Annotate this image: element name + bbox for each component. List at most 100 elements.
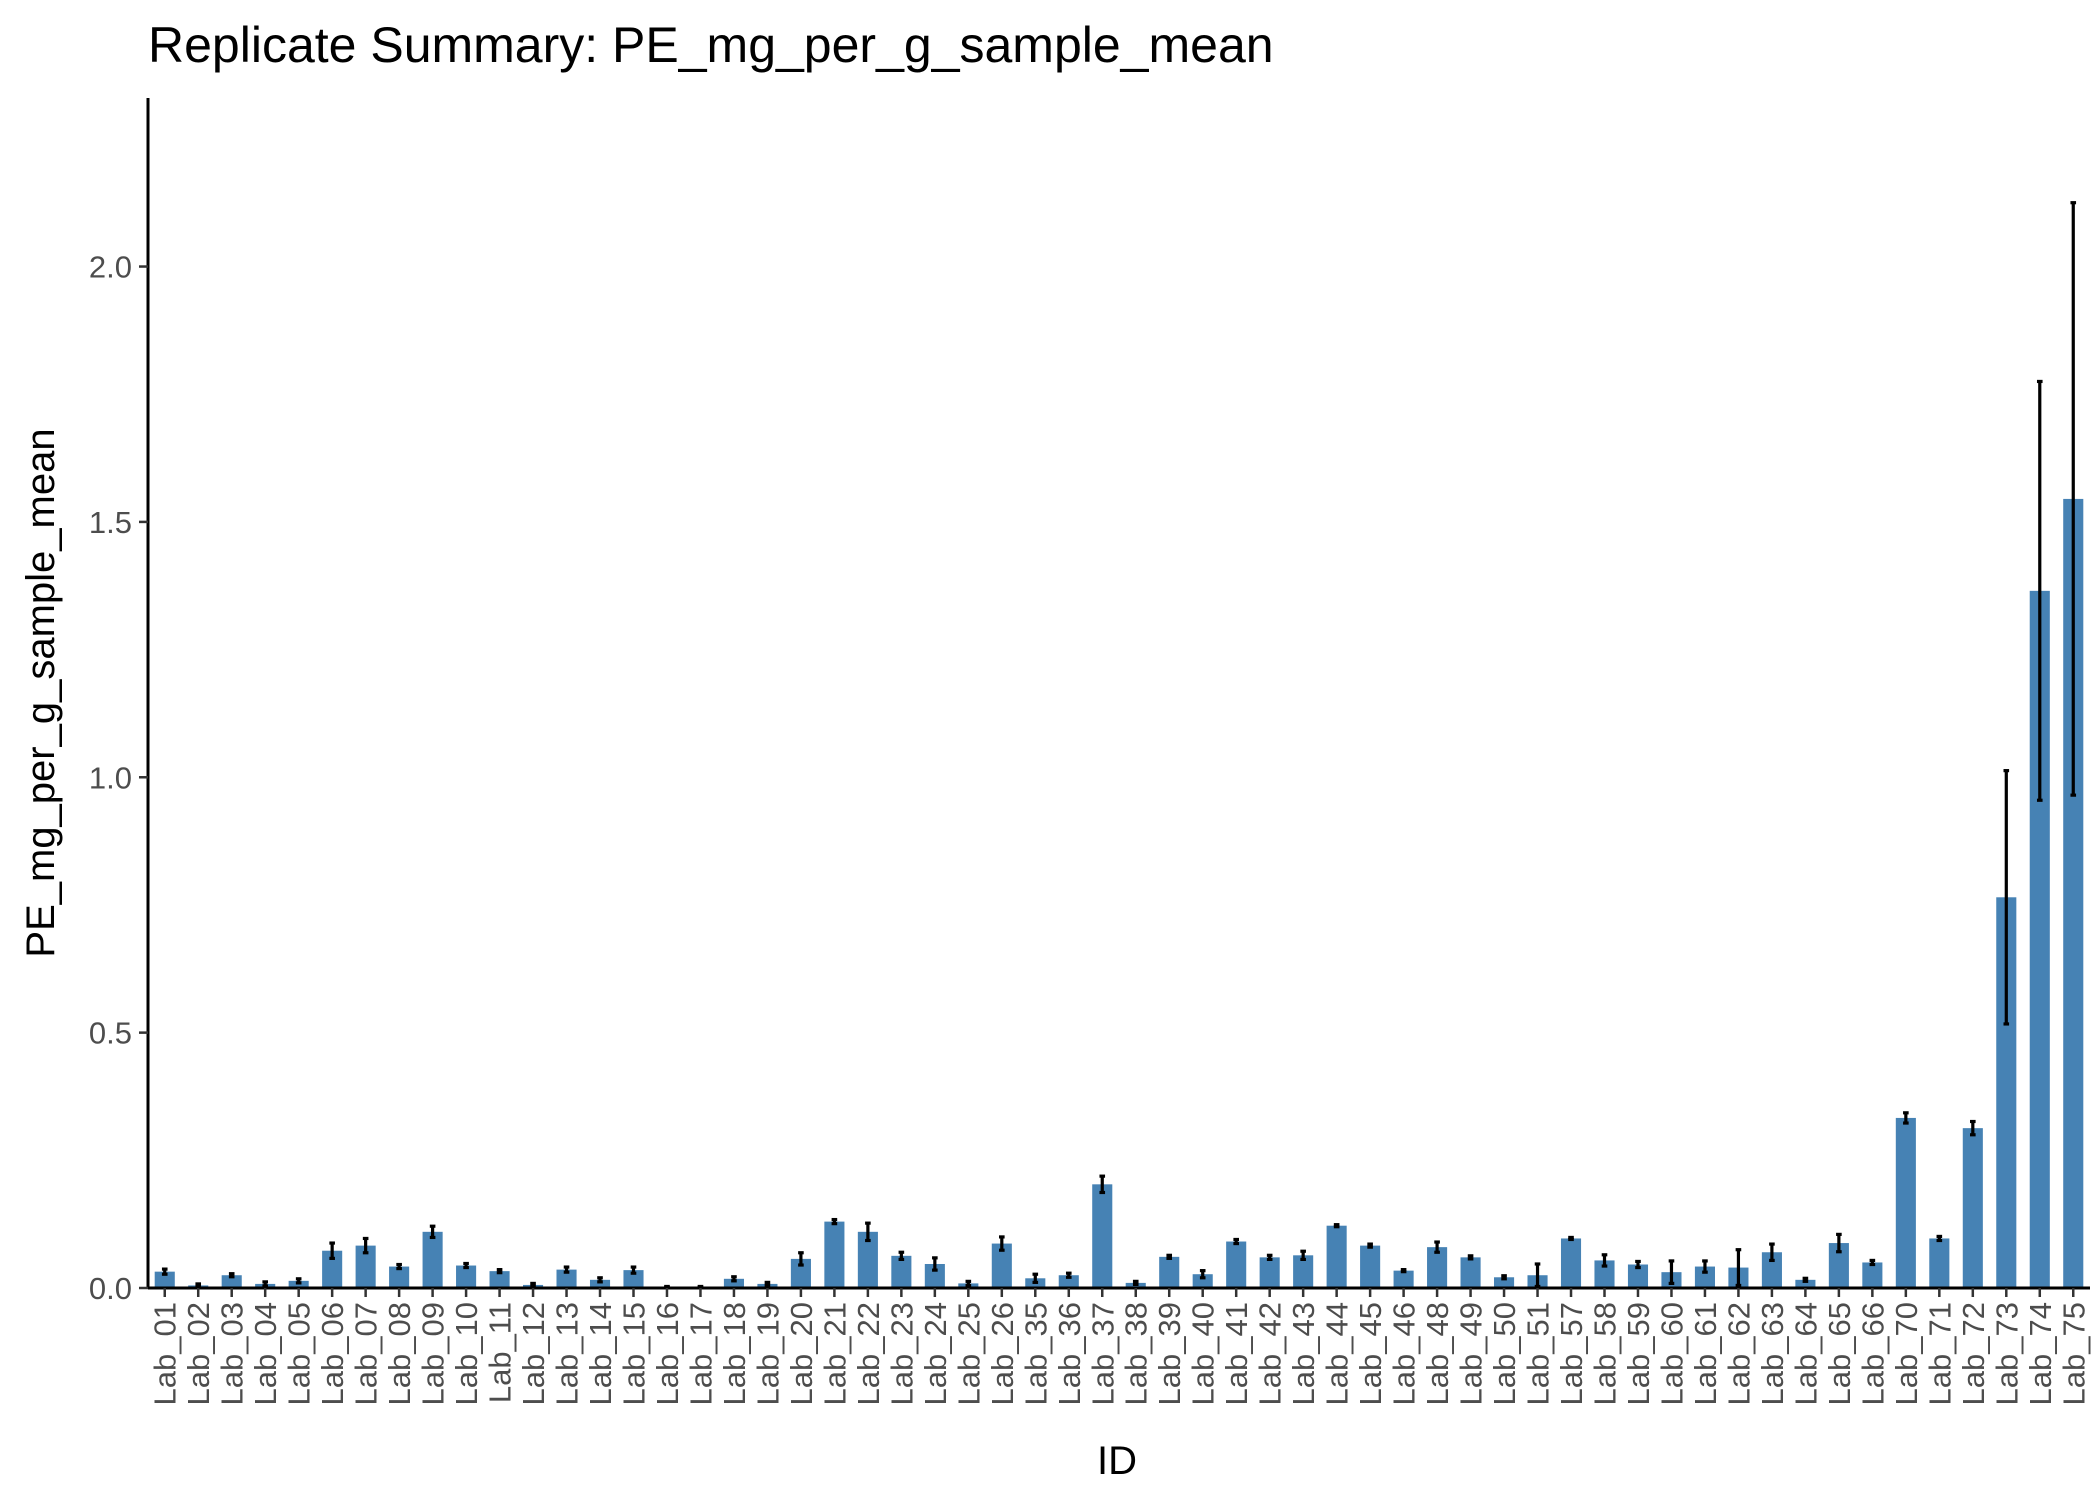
- error-bar: [262, 1280, 268, 1288]
- bar-lab-20: [790, 1258, 811, 1288]
- bar-lab-74: [2029, 590, 2050, 1288]
- x-tick-label: Lab_73: [1989, 1302, 2024, 1405]
- x-tick-label: Lab_62: [1721, 1302, 1756, 1405]
- x-tick-label: Lab_15: [617, 1302, 652, 1405]
- x-tick-label: Lab_71: [1922, 1302, 1957, 1405]
- bar-lab-09: [422, 1231, 443, 1288]
- x-tick-label: Lab_65: [1822, 1302, 1857, 1405]
- bar-lab-24: [924, 1263, 945, 1288]
- error-bar: [1434, 1240, 1440, 1254]
- x-tick-label: Lab_06: [315, 1302, 350, 1405]
- error-bar: [764, 1280, 771, 1288]
- error-bar: [965, 1279, 972, 1288]
- y-tick-label: 2.0: [89, 250, 132, 285]
- error-bar: [1635, 1259, 1641, 1270]
- bar-lab-63: [1761, 1252, 1782, 1288]
- x-tick-label: Lab_23: [884, 1302, 919, 1405]
- bar-lab-46: [1393, 1270, 1414, 1288]
- error-bar: [1032, 1272, 1039, 1284]
- x-tick-label: Lab_14: [583, 1302, 618, 1405]
- error-bar: [898, 1250, 905, 1261]
- bar-lab-39: [1159, 1256, 1180, 1288]
- x-tick-label: Lab_37: [1085, 1302, 1120, 1405]
- x-tick-label: Lab_70: [1889, 1302, 1924, 1405]
- error-bar: [1300, 1249, 1306, 1261]
- error-bar: [1735, 1248, 1742, 1288]
- bar-lab-23: [891, 1255, 912, 1288]
- x-tick-label: Lab_43: [1286, 1302, 1321, 1405]
- x-tick-label: Lab_51: [1521, 1302, 1556, 1405]
- bar-lab-22: [857, 1231, 878, 1288]
- error-bar: [1132, 1279, 1139, 1287]
- x-tick-label: Lab_48: [1420, 1302, 1455, 1405]
- bar-lab-08: [389, 1266, 410, 1288]
- error-bar: [2003, 769, 2010, 1026]
- x-tick-label: Lab_38: [1119, 1302, 1154, 1405]
- error-bar: [1467, 1254, 1474, 1261]
- error-bar: [865, 1221, 871, 1243]
- bar-lab-50: [1494, 1277, 1515, 1288]
- error-bar: [496, 1268, 503, 1275]
- x-tick-label: Lab_05: [282, 1302, 317, 1405]
- error-bar: [999, 1235, 1005, 1252]
- x-tick-label: Lab_26: [985, 1302, 1020, 1405]
- y-axis-ticks: 0.0 0.5 1.0 1.5 2.0: [89, 250, 148, 1306]
- x-tick-label: Lab_02: [181, 1302, 216, 1405]
- x-tick-label: Lab_49: [1454, 1302, 1489, 1405]
- error-bar: [1367, 1242, 1373, 1249]
- bar-lab-36: [1058, 1275, 1079, 1288]
- x-tick-label: Lab_03: [215, 1302, 250, 1405]
- x-tick-label: Lab_75: [2056, 1302, 2091, 1405]
- bar-lab-15: [623, 1270, 644, 1288]
- x-tick-label: Lab_61: [1688, 1302, 1723, 1405]
- error-bar: [1233, 1237, 1239, 1246]
- bar-lab-75: [2063, 498, 2084, 1289]
- error-bar: [530, 1281, 536, 1289]
- error-bar: [1769, 1242, 1775, 1263]
- bar-lab-18: [723, 1278, 744, 1288]
- error-bar: [1065, 1271, 1072, 1279]
- error-bar: [630, 1265, 637, 1275]
- bar-lab-10: [456, 1265, 477, 1288]
- y-tick-label: 1.0: [89, 760, 132, 795]
- error-bar: [731, 1275, 737, 1283]
- x-tick-label: Lab_45: [1353, 1302, 1388, 1405]
- error-bar: [1099, 1174, 1106, 1195]
- y-axis-title: PE_mg_per_g_sample_mean: [19, 428, 63, 957]
- error-bar: [1199, 1269, 1206, 1280]
- error-bar: [1836, 1232, 1842, 1254]
- x-tick-label: Lab_36: [1052, 1302, 1087, 1405]
- bar-lab-57: [1560, 1238, 1582, 1288]
- x-tick-label: Lab_25: [951, 1302, 986, 1405]
- x-tick-label: Lab_40: [1186, 1302, 1221, 1405]
- x-tick-label: Lab_42: [1253, 1302, 1288, 1405]
- bar-lab-61: [1694, 1266, 1715, 1288]
- error-bar: [362, 1236, 369, 1255]
- error-bar: [1903, 1111, 1909, 1125]
- bar-lab-42: [1259, 1257, 1280, 1288]
- chart-title: Replicate Summary: PE_mg_per_g_sample_me…: [148, 17, 1274, 73]
- x-tick-label: Lab_12: [516, 1302, 551, 1405]
- x-tick-label: Lab_13: [550, 1302, 585, 1405]
- error-bar: [329, 1241, 335, 1260]
- bar-lab-58: [1594, 1260, 1615, 1288]
- x-tick-label: Lab_35: [1018, 1302, 1053, 1405]
- bar-lab-11: [489, 1271, 510, 1288]
- error-bar: [1333, 1223, 1340, 1229]
- bar-lab-44: [1326, 1225, 1347, 1288]
- x-tick-label: Lab_17: [683, 1302, 718, 1405]
- x-tick-label: Lab_21: [817, 1302, 852, 1405]
- error-bar: [1166, 1253, 1173, 1260]
- x-tick-label: Lab_01: [148, 1302, 183, 1405]
- error-bar: [1869, 1258, 1876, 1267]
- x-tick-label: Lab_63: [1755, 1302, 1790, 1405]
- bar-lab-73: [1996, 897, 2017, 1288]
- bar-lab-70: [1895, 1117, 1916, 1288]
- error-bar: [228, 1272, 235, 1279]
- error-bar: [1702, 1259, 1708, 1274]
- error-bar: [2070, 201, 2077, 797]
- x-tick-label: Lab_64: [1788, 1302, 1823, 1405]
- bar-lab-37: [1092, 1184, 1113, 1288]
- bar-lab-14: [589, 1279, 611, 1288]
